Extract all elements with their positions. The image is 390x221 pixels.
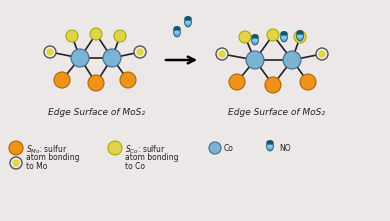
Circle shape <box>239 31 251 43</box>
Circle shape <box>209 142 221 154</box>
Text: Edge Surface of MoS₂: Edge Surface of MoS₂ <box>229 108 326 117</box>
Ellipse shape <box>297 31 303 41</box>
Ellipse shape <box>252 35 258 38</box>
Text: to Mo: to Mo <box>26 162 47 171</box>
Ellipse shape <box>281 32 287 36</box>
Circle shape <box>219 51 225 57</box>
Ellipse shape <box>282 36 286 39</box>
Ellipse shape <box>253 39 257 42</box>
Circle shape <box>134 46 146 58</box>
Ellipse shape <box>175 31 179 34</box>
Circle shape <box>103 49 121 67</box>
Circle shape <box>44 46 56 58</box>
Circle shape <box>137 49 143 55</box>
Ellipse shape <box>184 17 191 27</box>
Text: Co: Co <box>224 144 234 153</box>
Text: atom bonding: atom bonding <box>26 153 80 162</box>
Circle shape <box>47 49 53 55</box>
Text: atom bonding: atom bonding <box>125 153 179 162</box>
Circle shape <box>267 29 279 41</box>
Ellipse shape <box>252 35 258 45</box>
Circle shape <box>10 157 22 169</box>
Text: to Co: to Co <box>125 162 145 171</box>
Circle shape <box>294 31 306 43</box>
Text: $S_{Co}$: sulfur: $S_{Co}$: sulfur <box>125 144 166 156</box>
Ellipse shape <box>174 27 180 30</box>
Circle shape <box>88 75 104 91</box>
Circle shape <box>66 30 78 42</box>
Circle shape <box>319 51 325 57</box>
Ellipse shape <box>185 17 191 21</box>
Circle shape <box>71 49 89 67</box>
Ellipse shape <box>281 32 287 42</box>
Text: Edge Surface of MoS₂: Edge Surface of MoS₂ <box>48 108 145 117</box>
Circle shape <box>216 48 228 60</box>
Ellipse shape <box>174 27 180 37</box>
Circle shape <box>120 72 136 88</box>
Ellipse shape <box>298 35 302 38</box>
Ellipse shape <box>267 141 273 151</box>
Ellipse shape <box>268 145 272 148</box>
Circle shape <box>13 160 19 166</box>
Circle shape <box>9 141 23 155</box>
Text: NO: NO <box>279 144 291 153</box>
Circle shape <box>229 74 245 90</box>
Circle shape <box>316 48 328 60</box>
Circle shape <box>246 51 264 69</box>
Circle shape <box>283 51 301 69</box>
Circle shape <box>108 141 122 155</box>
Circle shape <box>265 77 281 93</box>
Ellipse shape <box>297 31 303 34</box>
Ellipse shape <box>186 21 190 24</box>
Circle shape <box>90 28 102 40</box>
Text: $S_{Mo}$: sulfur: $S_{Mo}$: sulfur <box>26 144 67 156</box>
Circle shape <box>54 72 70 88</box>
Ellipse shape <box>267 141 273 145</box>
Circle shape <box>300 74 316 90</box>
Circle shape <box>114 30 126 42</box>
